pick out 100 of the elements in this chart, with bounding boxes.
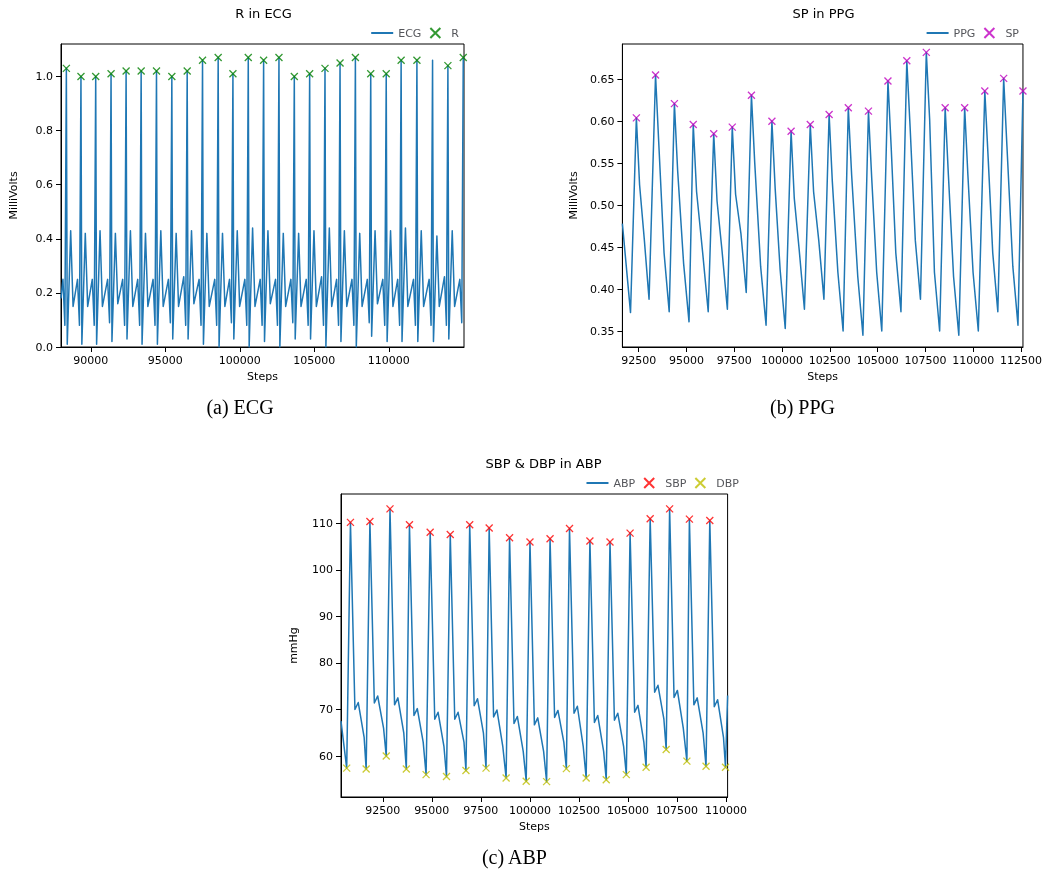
- point: [244, 53, 253, 62]
- point: [980, 86, 989, 96]
- legend-label: SBP: [665, 476, 687, 490]
- legend-label: ECG: [398, 26, 422, 40]
- point: [922, 48, 931, 57]
- y-tick-label: 90: [319, 609, 333, 623]
- point: [709, 129, 718, 138]
- point: [351, 53, 360, 62]
- point: [365, 517, 375, 526]
- point: [824, 110, 834, 119]
- y-tick-label: 100: [312, 563, 333, 577]
- point: [167, 72, 176, 81]
- x-axis-title: Steps: [247, 370, 279, 383]
- point: [562, 764, 571, 773]
- y-tick-label: 70: [319, 703, 333, 716]
- point: [183, 66, 192, 76]
- y-tick-label: 0.4: [35, 232, 53, 246]
- line-series: [621, 51, 1024, 336]
- point: [382, 69, 391, 78]
- x-tick-label: 100000: [218, 354, 261, 367]
- point: [565, 524, 574, 533]
- x-tick-label: 110000: [705, 804, 748, 817]
- point: [505, 533, 514, 542]
- point: [91, 72, 100, 81]
- legend-label: DBP: [716, 476, 740, 490]
- point: [705, 516, 714, 525]
- y-tick-label: 0.0: [35, 340, 53, 354]
- point: [62, 64, 71, 73]
- x-tick-label: 95000: [147, 354, 183, 367]
- x-tick-label: 102500: [557, 804, 600, 817]
- point: [625, 528, 635, 538]
- point: [525, 537, 535, 547]
- chart-title: SBP & DBP in ABP: [485, 456, 602, 471]
- point: [1018, 86, 1028, 96]
- point: [646, 514, 655, 523]
- y-tick-label: 0.6: [35, 178, 53, 192]
- chart-title: R in ECG: [235, 6, 292, 21]
- point: [501, 773, 511, 783]
- point: [290, 72, 299, 81]
- x-tick-label: 105000: [606, 804, 649, 817]
- x-tick-label: 90000: [73, 354, 109, 367]
- point: [446, 530, 455, 539]
- legend-label: R: [451, 26, 460, 40]
- point: [259, 56, 268, 65]
- point: [198, 56, 207, 65]
- point: [459, 53, 468, 62]
- point: [421, 770, 431, 779]
- point: [346, 518, 355, 527]
- point: [581, 773, 591, 783]
- point: [641, 763, 651, 772]
- line-series: [340, 508, 729, 783]
- x-tick-label: 95000: [414, 804, 450, 817]
- point: [622, 770, 631, 779]
- point: [402, 764, 411, 774]
- point: [632, 113, 641, 123]
- point: [342, 763, 351, 773]
- x-tick-label: 100000: [761, 354, 804, 367]
- x-tick-label: 97500: [463, 804, 499, 817]
- point: [335, 58, 345, 68]
- point: [121, 66, 131, 76]
- y-tick-label: 110: [312, 516, 333, 530]
- point: [76, 72, 86, 81]
- y-tick-label: 0.60: [589, 114, 615, 128]
- point: [701, 762, 711, 771]
- x-tick-label: 110000: [367, 354, 410, 367]
- y-tick-label: 0.2: [35, 286, 53, 300]
- x-tick-label: 92500: [621, 354, 657, 367]
- y-tick-label: 80: [319, 656, 333, 670]
- legend-label: SP: [1005, 26, 1020, 40]
- y-tick-label: 0.65: [589, 72, 615, 86]
- y-axis-title: MilliVolts: [7, 171, 20, 220]
- point: [412, 56, 422, 65]
- y-axis-title: MilliVolts: [567, 171, 580, 220]
- text: (a) ECG: [206, 396, 274, 419]
- y-tick-label: 0.35: [589, 324, 615, 338]
- x-tick-label: 107500: [656, 804, 698, 817]
- y-tick-label: 0.40: [589, 282, 615, 296]
- point: [786, 127, 796, 136]
- x-tick-label: 100000: [508, 804, 551, 817]
- point: [747, 91, 756, 100]
- point: [396, 56, 406, 65]
- legend-label: ABP: [613, 476, 636, 490]
- y-tick-label: 1.0: [35, 69, 53, 83]
- x-axis-title: Steps: [518, 820, 550, 833]
- y-tick-label: 0.8: [35, 124, 53, 138]
- point: [461, 766, 471, 775]
- point: [685, 514, 694, 524]
- y-tick-label: 0.55: [589, 156, 615, 170]
- point: [960, 103, 969, 112]
- point: [941, 103, 950, 112]
- point: [442, 772, 451, 781]
- point: [682, 757, 692, 766]
- x-tick-label: 97500: [716, 354, 752, 367]
- point: [362, 764, 371, 774]
- point: [721, 763, 730, 772]
- x-tick-label: 92500: [365, 804, 401, 817]
- y-axis-title: mmHg: [287, 627, 300, 664]
- x-tick-label: 102500: [808, 354, 851, 367]
- x-tick-label: 105000: [293, 354, 336, 367]
- x-tick-label: 112500: [1000, 354, 1043, 367]
